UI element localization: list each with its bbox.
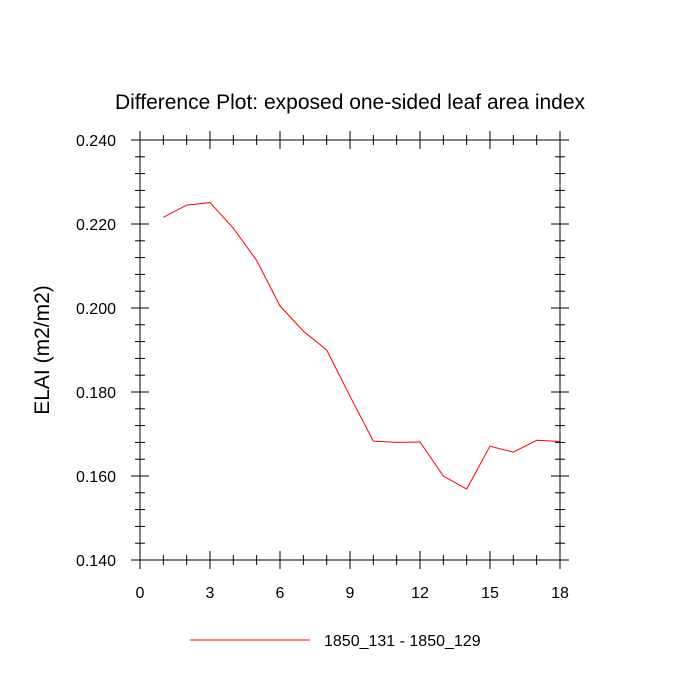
x-tick-label: 3 <box>206 585 215 602</box>
y-tick-labels: 0.140 0.160 0.180 0.200 0.220 0.240 <box>76 133 116 570</box>
y-axis-label: ELAI (m2/m2) <box>31 285 54 415</box>
x-tick-label: 12 <box>411 585 429 602</box>
x-tick-labels: 0 3 6 9 12 15 18 <box>136 585 569 602</box>
legend: 1850_131 - 1850_129 <box>190 633 481 650</box>
y-tick-label: 0.220 <box>76 217 116 234</box>
x-tick-label: 9 <box>346 585 355 602</box>
y-tick-label: 0.180 <box>76 385 116 402</box>
chart-title: Difference Plot: exposed one-sided leaf … <box>115 91 586 114</box>
x-tick-label: 15 <box>481 585 499 602</box>
x-tick-label: 6 <box>276 585 285 602</box>
x-tick-label: 0 <box>136 585 145 602</box>
legend-label: 1850_131 - 1850_129 <box>324 633 481 650</box>
y-tick-label: 0.240 <box>76 133 116 150</box>
axis-ticks <box>131 131 569 569</box>
series-line <box>163 202 561 490</box>
x-tick-label: 18 <box>551 585 569 602</box>
series-lines <box>163 202 561 490</box>
plot-area-frame <box>139 139 561 561</box>
y-tick-label: 0.200 <box>76 301 116 318</box>
y-tick-label: 0.140 <box>76 553 116 570</box>
y-tick-label: 0.160 <box>76 469 116 486</box>
